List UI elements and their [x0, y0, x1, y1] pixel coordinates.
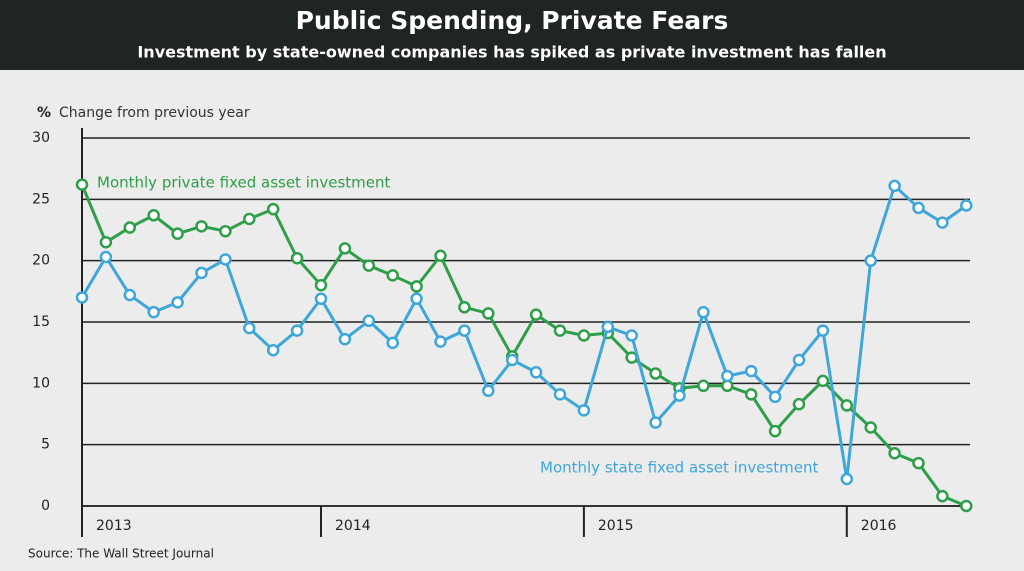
- data-point: [338, 242, 352, 255]
- y-tick-label: 5: [41, 437, 50, 453]
- data-point: [362, 259, 376, 272]
- y-unit: %: [37, 105, 51, 121]
- series-line: [80, 183, 968, 480]
- data-point: [768, 424, 782, 438]
- data-point: [266, 343, 280, 357]
- data-point: [410, 280, 423, 293]
- data-point: [171, 227, 184, 240]
- data-point: [99, 236, 113, 249]
- data-point: [147, 209, 160, 222]
- data-point: [529, 366, 543, 379]
- data-point: [864, 421, 877, 434]
- data-point: [768, 390, 782, 404]
- data-point: [243, 212, 256, 226]
- data-point: [912, 456, 925, 470]
- y-tick-label: 25: [32, 191, 50, 207]
- x-tick-label: 2015: [598, 518, 634, 534]
- data-point: [434, 249, 447, 263]
- data-point: [219, 224, 232, 238]
- data-point: [195, 220, 208, 233]
- data-point: [266, 202, 280, 216]
- data-point: [816, 374, 830, 388]
- data-point: [290, 251, 304, 265]
- data-point: [840, 399, 854, 412]
- chart-title: Public Spending, Private Fears: [296, 6, 729, 35]
- data-point: [625, 329, 638, 342]
- data-point: [410, 292, 423, 305]
- x-tick-label: 2013: [96, 518, 132, 534]
- data-point: [553, 324, 567, 337]
- data-point: [386, 269, 399, 282]
- data-point: [721, 369, 734, 383]
- data-point: [673, 389, 686, 402]
- data-point: [123, 221, 137, 234]
- data-point: [960, 499, 973, 513]
- data-point: [314, 292, 328, 305]
- data-point: [75, 178, 89, 191]
- data-point: [840, 472, 854, 486]
- data-point: [505, 353, 519, 367]
- data-point: [290, 324, 304, 337]
- y-tick-label: 15: [32, 314, 50, 330]
- data-point: [362, 314, 376, 328]
- source: Source: The Wall Street Journal: [28, 547, 214, 561]
- data-point: [314, 278, 328, 292]
- data-point: [625, 351, 638, 364]
- data-point: [601, 320, 615, 334]
- data-point: [219, 253, 232, 266]
- data-point: [744, 364, 758, 378]
- x-tick-label: 2014: [335, 518, 371, 534]
- data-point: [482, 384, 495, 397]
- data-point: [147, 305, 160, 319]
- data-point: [912, 201, 925, 215]
- data-point: [482, 307, 495, 320]
- x-tick-label: 2016: [861, 518, 897, 534]
- chart-subtitle: Investment by state-owned companies has …: [137, 43, 886, 62]
- data-point: [75, 291, 89, 304]
- data-point: [99, 250, 113, 264]
- data-point: [386, 336, 399, 350]
- data-point: [553, 388, 567, 401]
- data-point: [458, 324, 471, 337]
- data-point: [577, 329, 591, 342]
- data-point: [529, 308, 543, 321]
- data-point: [936, 216, 949, 229]
- data-point: [864, 254, 877, 267]
- data-point: [744, 388, 758, 401]
- data-point: [888, 447, 901, 460]
- y-tick-label: 0: [41, 498, 50, 514]
- data-point: [123, 288, 137, 302]
- data-point: [960, 199, 973, 212]
- data-point: [195, 266, 208, 280]
- data-point: [697, 305, 710, 319]
- series-label: Monthly private fixed asset investment: [97, 174, 391, 192]
- y-tick-label: 10: [32, 375, 50, 391]
- data-point: [338, 332, 352, 346]
- series-label: Monthly state fixed asset investment: [540, 459, 818, 477]
- data-point: [697, 379, 710, 393]
- header: [0, 0, 1024, 70]
- data-point: [936, 489, 949, 503]
- data-point: [458, 301, 471, 314]
- data-point: [577, 404, 591, 417]
- data-point: [649, 416, 662, 429]
- y-tick-label: 30: [32, 130, 50, 146]
- y-axis-label: Change from previous year: [59, 105, 250, 121]
- y-tick-label: 20: [32, 253, 50, 269]
- data-point: [243, 321, 256, 335]
- data-point: [888, 179, 901, 193]
- data-point: [792, 353, 806, 367]
- data-point: [721, 379, 734, 393]
- data-point: [434, 335, 447, 348]
- data-point: [171, 296, 184, 309]
- data-point: [816, 324, 830, 337]
- data-point: [792, 397, 806, 411]
- data-point: [649, 367, 662, 380]
